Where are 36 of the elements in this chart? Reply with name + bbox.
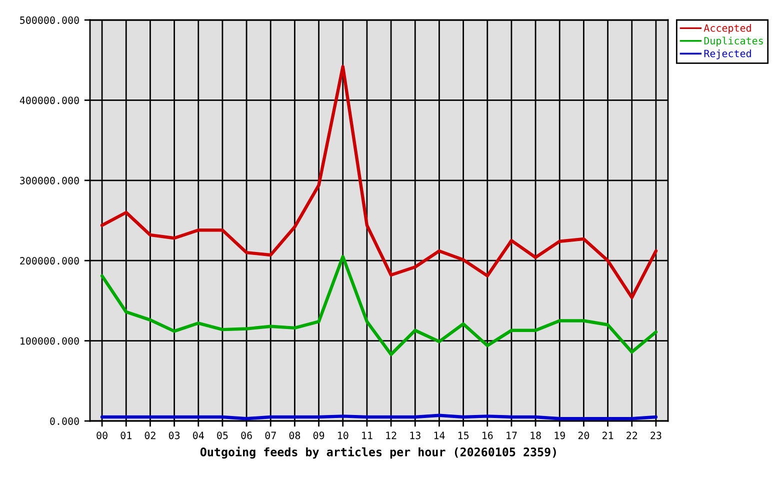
y-tick-label: 100000.000 (20, 337, 79, 345)
x-tick-label: 00 (96, 432, 108, 440)
x-tick-label: 16 (482, 432, 493, 440)
x-tick-label: 07 (265, 432, 276, 440)
x-tick-label: 04 (193, 432, 204, 440)
legend-label: Rejected (704, 50, 751, 60)
line-series (100, 254, 658, 356)
x-tick-label: 11 (362, 432, 372, 440)
x-tick-label: 22 (626, 432, 638, 440)
legend-label: Duplicates (704, 36, 763, 46)
x-tick-label: 03 (168, 432, 180, 440)
x-tick-label: 19 (554, 432, 565, 440)
x-tick-label: 10 (338, 432, 348, 440)
x-tick-label: 21 (602, 432, 614, 440)
x-tick-label: 15 (458, 432, 469, 440)
y-tick-label: 500000.000 (20, 16, 79, 24)
x-tick-label: 01 (120, 432, 132, 440)
y-tick-label: 0.000 (50, 417, 79, 425)
x-tick-label: 05 (217, 432, 228, 440)
x-tick-label: 08 (289, 432, 300, 440)
y-tick-label: 200000.000 (20, 257, 79, 265)
x-tick-label: 23 (650, 432, 662, 440)
x-tick-label: 02 (144, 432, 156, 440)
x-tick-label: 14 (434, 432, 445, 440)
x-tick-label: 06 (241, 432, 252, 440)
x-tick-label: 13 (410, 432, 420, 440)
line-series (100, 64, 658, 300)
x-tick-label: 18 (530, 432, 541, 440)
x-tick-label: 09 (313, 432, 324, 440)
x-tick-label: 20 (578, 432, 590, 440)
legend-label: Accepted (704, 24, 751, 34)
y-tick-label: 400000.000 (20, 96, 79, 104)
x-axis-title: Outgoing feeds by articles per hour (20260105 2359) (200, 446, 556, 459)
x-tick-label: 12 (386, 432, 396, 440)
y-tick-label: 300000.000 (20, 176, 79, 184)
x-tick-label: 17 (506, 432, 517, 440)
